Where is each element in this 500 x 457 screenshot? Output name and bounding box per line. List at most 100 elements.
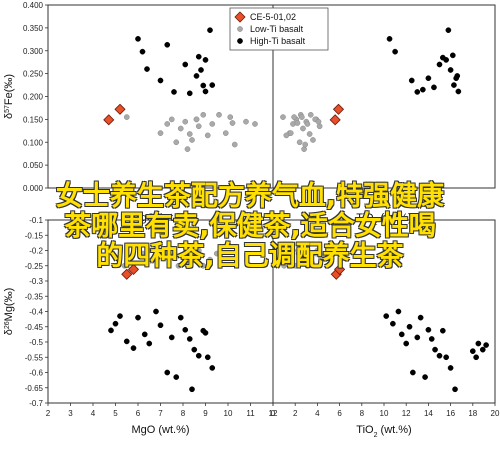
data-point <box>408 77 415 84</box>
data-point <box>431 84 437 91</box>
data-point <box>398 331 405 338</box>
y-tick-label: -0.6 <box>29 369 43 378</box>
x-tick-label: 8 <box>360 409 365 418</box>
data-point <box>292 262 299 269</box>
y-tick-label: -0.35 <box>25 292 44 301</box>
data-point <box>191 346 198 353</box>
x-tick-label: 3 <box>68 409 73 418</box>
data-point <box>182 259 189 266</box>
legend-label: CE-5-01,02 <box>250 12 296 22</box>
data-point <box>157 130 164 136</box>
data-point <box>168 253 175 260</box>
y-tick-label: 0.400 <box>23 1 44 10</box>
data-point <box>216 111 222 118</box>
panel-frame <box>47 219 274 404</box>
data-point <box>162 250 168 257</box>
data-point <box>168 334 175 341</box>
data-point <box>291 114 297 120</box>
data-point <box>414 334 421 341</box>
data-point <box>164 41 171 48</box>
data-point <box>243 118 249 125</box>
data-point <box>121 268 133 280</box>
data-point <box>299 114 305 120</box>
data-point <box>193 73 200 79</box>
data-point <box>436 61 443 68</box>
data-point <box>304 262 311 269</box>
data-point <box>186 90 193 97</box>
data-point <box>171 89 177 95</box>
data-point <box>146 247 153 254</box>
data-point <box>123 338 130 345</box>
data-point <box>135 36 141 42</box>
data-point <box>425 326 432 333</box>
x-tick-label: 0 <box>271 409 276 418</box>
data-point <box>157 322 164 329</box>
x-tick-label: 5 <box>113 409 118 418</box>
data-point <box>310 137 316 143</box>
x-tick-label: 16 <box>446 409 455 418</box>
data-point <box>455 88 462 95</box>
data-point <box>195 53 202 60</box>
data-point <box>403 340 410 347</box>
y-tick-label: -0.25 <box>25 262 44 271</box>
data-point <box>317 253 324 260</box>
data-point <box>473 354 479 361</box>
data-point <box>157 77 164 84</box>
data-point <box>447 365 454 371</box>
data-point <box>202 330 209 336</box>
data-point <box>432 346 438 353</box>
x-axis-title: TiO2 (wt.%) <box>356 424 411 439</box>
x-tick-label: 12 <box>402 409 411 418</box>
y-tick-label: -0.55 <box>25 353 44 362</box>
data-point <box>309 259 315 266</box>
y-tick-label: 0.350 <box>23 24 44 33</box>
y-tick-label: -0.1 <box>29 216 43 225</box>
data-point <box>114 103 126 115</box>
data-point <box>229 120 236 126</box>
data-point <box>222 130 229 136</box>
x-tick-label: 10 <box>380 409 389 418</box>
y-tick-label: 0.300 <box>23 47 44 56</box>
data-point <box>153 308 159 315</box>
x-tick-label: 2 <box>293 409 298 418</box>
data-point <box>449 52 456 59</box>
data-point <box>297 250 304 257</box>
y-tick-label: 0.100 <box>23 138 44 147</box>
data-point <box>332 103 345 115</box>
y-tick-label: 0.000 <box>23 184 44 193</box>
data-point <box>173 374 180 380</box>
legend-marker <box>237 26 243 32</box>
data-point <box>193 253 200 260</box>
x-tick-label: 4 <box>315 409 320 418</box>
data-point <box>209 121 216 127</box>
data-point <box>202 88 209 95</box>
data-point <box>447 67 454 73</box>
x-tick-label: 8 <box>181 409 186 418</box>
data-point <box>386 36 393 42</box>
data-point <box>445 27 452 34</box>
x-tick-label: 2 <box>46 409 51 418</box>
y-tick-label: -0.65 <box>25 384 44 393</box>
y-tick-label: 0.200 <box>23 93 44 102</box>
y-axis-title: δ26Mg(‰) <box>3 288 15 336</box>
data-point <box>139 48 146 55</box>
data-point <box>304 121 311 127</box>
data-point <box>439 327 446 334</box>
data-point <box>443 354 450 361</box>
data-point <box>202 57 209 63</box>
data-point <box>144 66 150 72</box>
data-point <box>200 111 207 118</box>
x-tick-label: 10 <box>224 409 233 418</box>
x-axis-title: TiO2 (wt.%) <box>356 212 411 227</box>
data-point <box>300 125 306 132</box>
data-point <box>283 132 290 139</box>
data-point <box>383 313 390 319</box>
data-point <box>281 262 287 269</box>
data-point <box>314 247 321 254</box>
x-tick-label: 6 <box>337 409 342 418</box>
x-tick-label: 11 <box>246 409 255 418</box>
y-tick-label: -0.2 <box>29 247 43 256</box>
chart-panels: 0.000 0.050 0.100 0.150 0.200 0.250 0.300 0.350… <box>3 1 500 439</box>
data-point <box>112 320 119 327</box>
